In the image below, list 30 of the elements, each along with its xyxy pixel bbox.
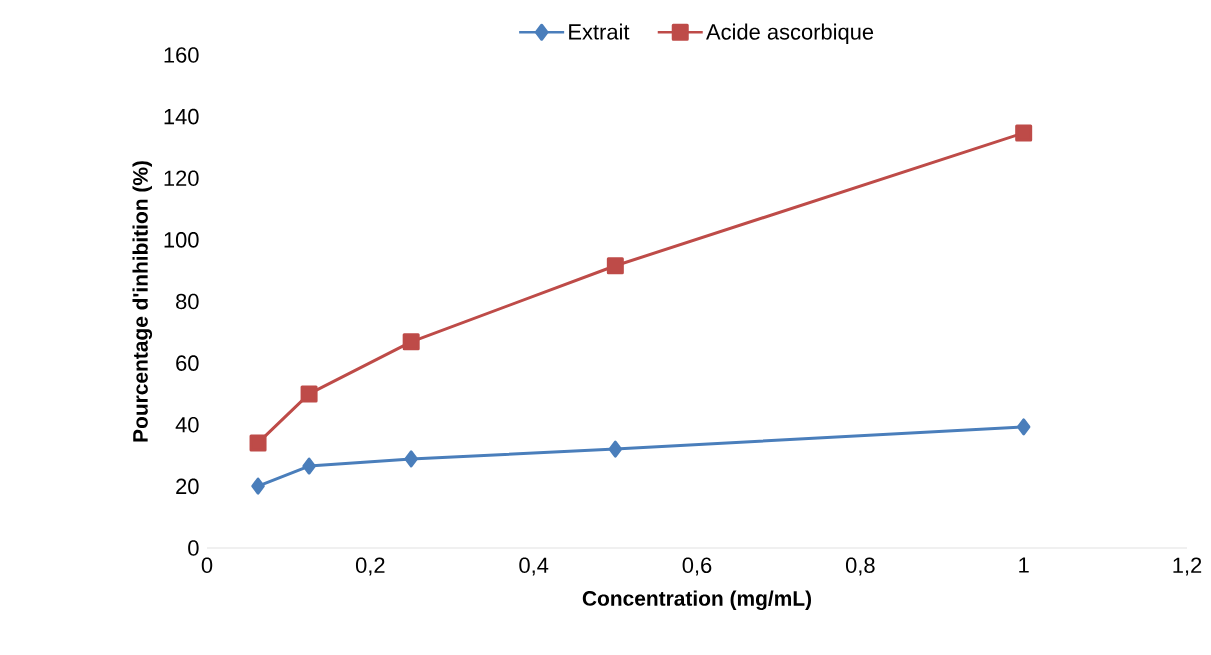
x-tick-label: 0,8 — [845, 557, 875, 576]
point — [404, 450, 418, 468]
y-axis-title: Pourcentage d'inhibition (%) — [132, 161, 153, 442]
y-tick-label: 60 — [176, 355, 199, 371]
y-tick-label: 80 — [176, 293, 199, 310]
y-tick-label: 20 — [176, 478, 199, 495]
y-tick-label: 140 — [164, 108, 199, 125]
point — [402, 333, 420, 351]
x-tick-label: 0,6 — [682, 557, 712, 576]
point — [300, 385, 318, 403]
point — [249, 434, 267, 452]
point — [251, 477, 265, 495]
x-tick-label: 1,2 — [1173, 557, 1202, 576]
y-tick-label: 120 — [164, 170, 199, 187]
y-tick-label: 40 — [175, 416, 199, 433]
point — [302, 457, 316, 475]
x-axis-title: Concentration (mg/mL) — [582, 590, 812, 611]
y-tick-label: 100 — [164, 232, 199, 248]
x-tick-label: 0 — [201, 557, 213, 574]
x-tick-label: 1 — [1019, 557, 1029, 573]
x-tick-label: 0,2 — [355, 557, 385, 576]
point — [1015, 124, 1033, 142]
y-tick-label: 0 — [188, 540, 199, 556]
point — [1016, 418, 1031, 436]
y-tick-label: 160 — [164, 47, 199, 63]
legend-label: Acide ascorbique — [706, 23, 874, 44]
point — [608, 440, 623, 458]
x-tick-label: 0,4 — [519, 557, 549, 576]
point — [606, 257, 624, 275]
legend-label: Extrait — [569, 23, 630, 40]
